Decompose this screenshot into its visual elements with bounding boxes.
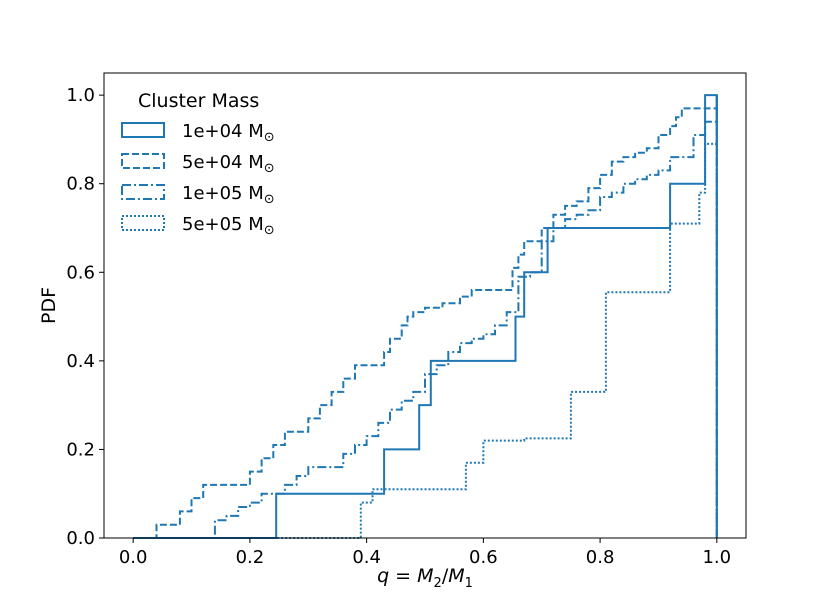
legend: Cluster Mass 1e+04 M⊙ 5e+04 M⊙ 1e+05 M⊙ 5e+… <box>121 90 275 238</box>
x-title-eq: = <box>389 565 417 587</box>
series-line-4 <box>133 95 718 539</box>
x-title-m2: M <box>417 565 433 587</box>
x-tick-label: 0.6 <box>469 547 498 568</box>
y-tick-label: 0.4 <box>66 351 95 372</box>
legend-entries: 1e+04 M⊙ 5e+04 M⊙ 1e+05 M⊙ 5e+05 M⊙ <box>121 121 275 238</box>
y-tick-label: 0.2 <box>66 439 95 460</box>
legend-title: Cluster Mass <box>138 90 259 112</box>
x-tick-label: 0.2 <box>236 547 265 568</box>
legend-swatch-2 <box>121 153 165 169</box>
x-axis: 0.0 0.2 0.4 0.6 0.8 1.0 <box>119 538 731 568</box>
legend-label-1: 1e+04 M⊙ <box>182 121 275 145</box>
series-layer <box>133 94 718 539</box>
y-tick-label: 0.6 <box>66 262 95 283</box>
x-tick-label: 0.4 <box>352 547 381 568</box>
series-line-1 <box>133 94 718 539</box>
x-title-sub2: 2 <box>434 576 442 591</box>
x-title-q: q <box>377 565 389 587</box>
y-tick-label: 0.8 <box>66 174 95 195</box>
legend-label-4: 5e+05 M⊙ <box>182 214 275 238</box>
y-tick-label: 0.0 <box>66 528 95 549</box>
y-tick-label: 1.0 <box>66 85 95 106</box>
legend-label-2: 5e+04 M⊙ <box>182 152 275 176</box>
legend-swatch-4 <box>121 215 165 231</box>
y-axis-title: PDF <box>38 287 60 324</box>
y-axis: 0.0 0.2 0.4 0.6 0.8 1.0 <box>66 85 104 549</box>
series-line-2 <box>133 95 718 539</box>
x-tick-label: 0.0 <box>119 547 148 568</box>
x-tick-label: 1.0 <box>702 547 731 568</box>
legend-swatch-1 <box>121 122 165 138</box>
x-axis-title: q = M2/M1 <box>377 565 473 591</box>
x-title-slash: / <box>442 565 449 587</box>
legend-swatch-3 <box>121 184 165 200</box>
axes-frame <box>103 72 747 539</box>
x-title-sub1: 1 <box>465 576 473 591</box>
x-tick-label: 0.8 <box>586 547 615 568</box>
x-title-m1: M <box>448 565 464 587</box>
legend-label-3: 1e+05 M⊙ <box>182 183 275 207</box>
series-line-3 <box>133 95 718 539</box>
